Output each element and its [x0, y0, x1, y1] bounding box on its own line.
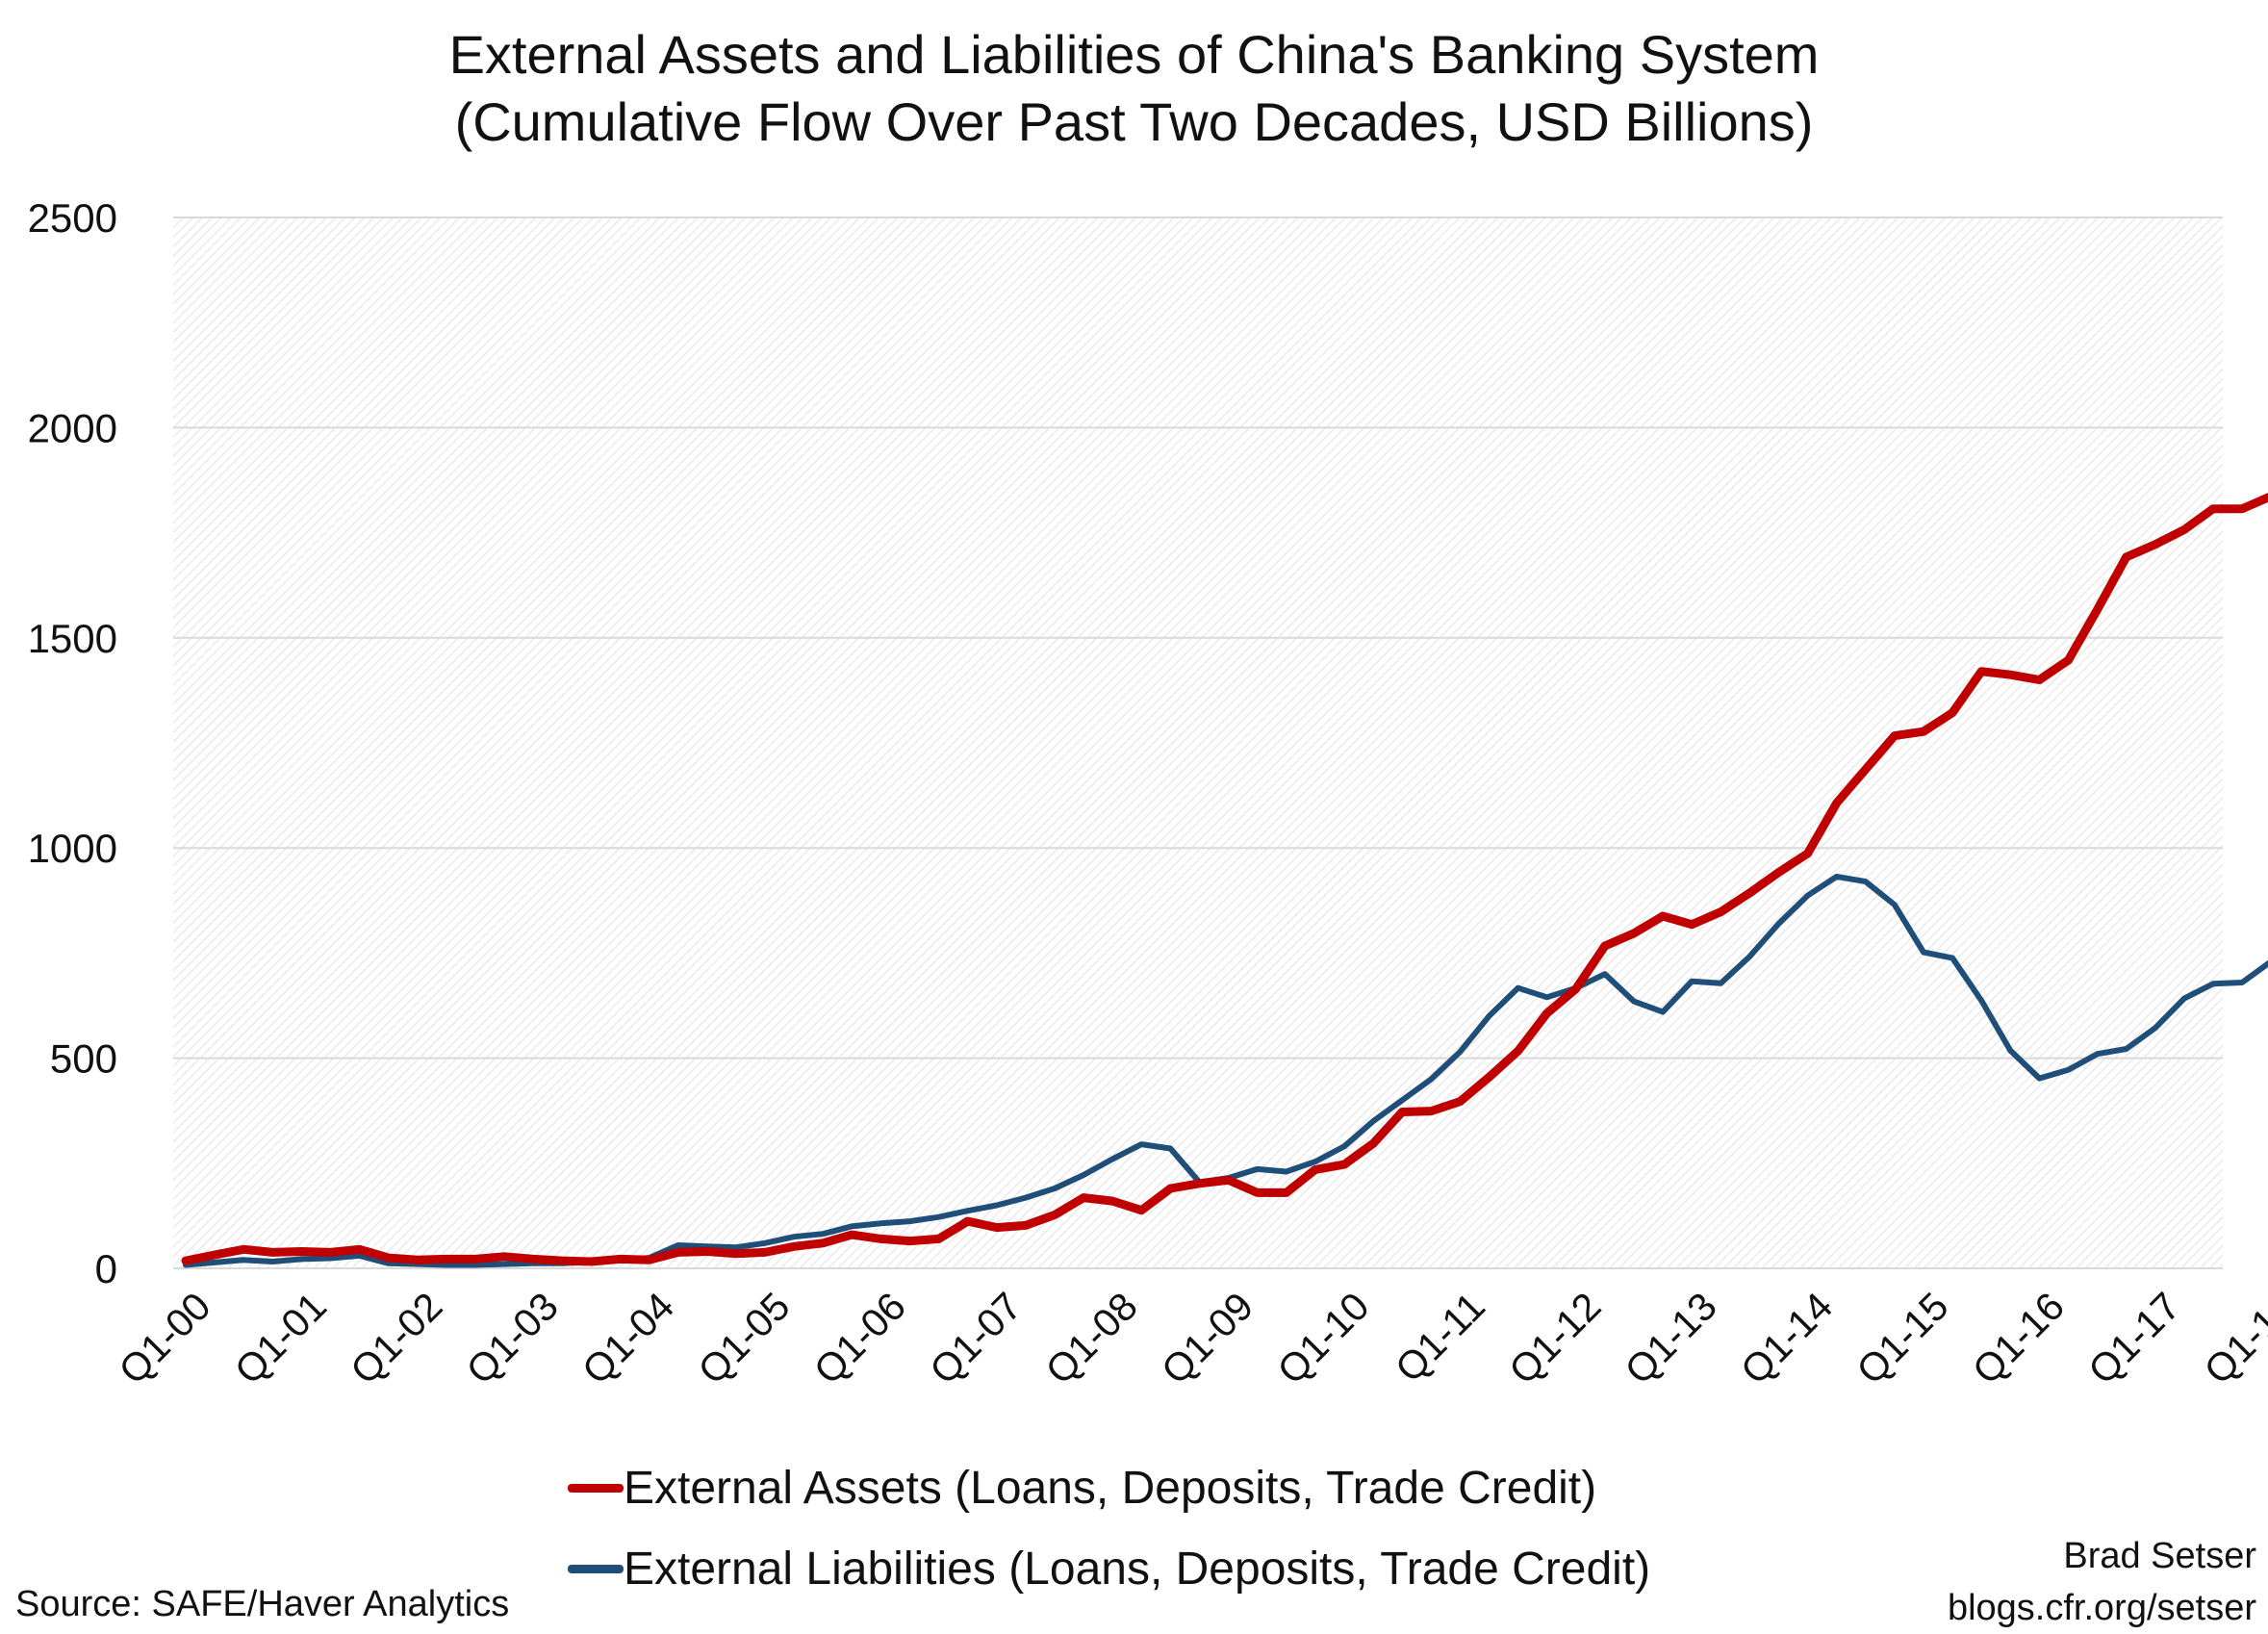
author-name: Brad Setser	[2063, 1536, 2256, 1576]
x-tick-label: Q1-18	[2196, 1284, 2268, 1392]
x-tick-label: Q1-17	[2079, 1284, 2188, 1392]
y-tick-label: 2000	[28, 405, 117, 450]
x-tick-label: Q1-02	[342, 1284, 450, 1392]
chart-title-line-2: (Cumulative Flow Over Past Two Decades, …	[454, 91, 1814, 152]
x-tick-label: Q1-00	[111, 1284, 219, 1392]
y-tick-label: 500	[50, 1036, 117, 1082]
x-tick-label: Q1-05	[690, 1284, 799, 1392]
gridlines	[173, 217, 2223, 1269]
chart-title-line-1: External Assets and Liabilities of China…	[448, 24, 1820, 85]
series-lines	[181, 493, 2268, 1268]
x-tick-label: Q1-08	[1037, 1284, 1146, 1392]
y-tick-label: 0	[95, 1246, 117, 1291]
x-axis: Q1-00 Q1-01 Q1-02 Q1-03 Q1-04 Q1-05 Q1-06 Q1-07…	[111, 1284, 2268, 1392]
x-tick-label: Q1-15	[1848, 1284, 1957, 1392]
x-tick-label: Q1-11	[1387, 1284, 1493, 1391]
legend-swatch-liabilities	[568, 1565, 624, 1573]
y-tick-label: 1500	[28, 616, 117, 661]
x-tick-label: Q1-04	[573, 1284, 682, 1392]
chart-title: External Assets and Liabilities of China…	[0, 21, 2268, 156]
y-tick-label: 1000	[28, 826, 117, 871]
legend-swatch-assets	[568, 1484, 624, 1493]
x-tick-label: Q1-07	[921, 1284, 1030, 1392]
y-axis: 0 500 1000 1500 2000 2500	[28, 195, 117, 1291]
x-tick-label: Q1-01	[226, 1284, 335, 1392]
x-tick-label: Q1-03	[458, 1284, 567, 1392]
x-tick-label: Q1-10	[1269, 1284, 1378, 1392]
author-site: blogs.cfr.org/setser	[1947, 1588, 2256, 1628]
source-note: Source: SAFE/Haver Analytics	[15, 1584, 510, 1624]
y-tick-label: 2500	[28, 195, 117, 241]
x-tick-label: Q1-09	[1153, 1284, 1261, 1392]
legend-label-assets: External Assets (Loans, Deposits, Trade …	[624, 1463, 1597, 1514]
x-tick-label: Q1-12	[1500, 1284, 1609, 1392]
legend-label-liabilities: External Liabilities (Loans, Deposits, T…	[624, 1544, 1651, 1595]
x-tick-label: Q1-16	[1964, 1284, 2073, 1392]
author-credit: Brad Setser blogs.cfr.org/setser	[1948, 1530, 2256, 1634]
series-line-assets	[181, 493, 2268, 1266]
x-tick-label: Q1-14	[1732, 1284, 1841, 1392]
plot-area	[173, 217, 2223, 1268]
x-tick-label: Q1-13	[1617, 1284, 1725, 1392]
x-tick-label: Q1-06	[805, 1284, 914, 1392]
